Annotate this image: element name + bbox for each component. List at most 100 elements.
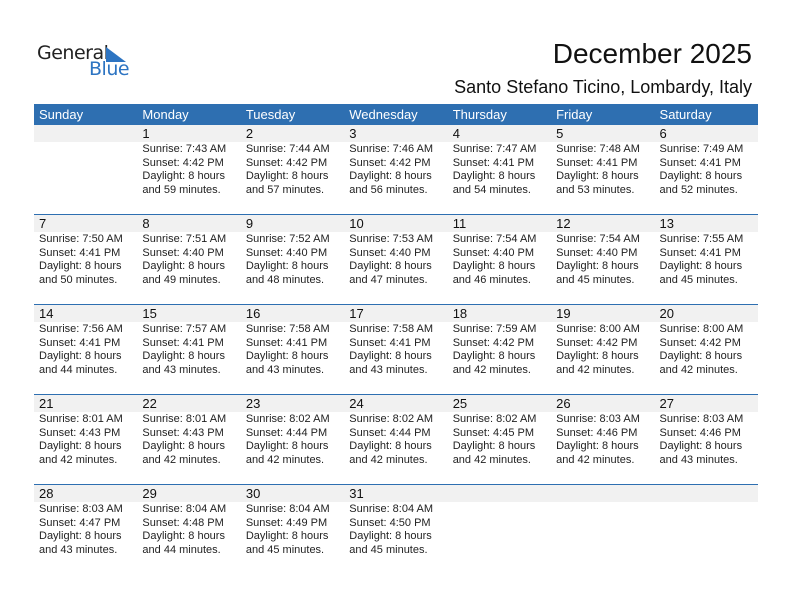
day-number: 1 [142,126,150,141]
weekday-header: Sunday Monday Tuesday Wednesday Thursday Frid… [34,104,758,125]
weekday-sunday: Sunday [39,107,84,122]
sunrise-text: Sunrise: 8:00 AM [659,323,744,335]
weekday-tuesday: Tuesday [245,107,296,122]
daylight1-text: Daylight: 8 hours [556,260,639,272]
sun-info: Sunrise: 7:58 AM Sunset: 4:41 PM Daylight:… [246,323,344,377]
daylight2-text: and 59 minutes. [142,183,221,196]
sun-info: Sunrise: 8:04 AM Sunset: 4:49 PM Daylight:… [246,503,344,557]
empty-day-cell [655,485,758,575]
sunrise-text: Sunrise: 7:51 AM [142,233,227,245]
day-cell: 24 Sunrise: 8:02 AM Sunset: 4:44 PM Dayligh… [344,395,447,485]
day-number: 11 [452,216,467,231]
daylight1-text: Daylight: 8 hours [245,170,329,182]
day-cell: 7 Sunrise: 7:50 AM Sunset: 4:41 PM Daylight… [34,215,137,305]
sunrise-text: Sunrise: 8:01 AM [39,413,123,425]
day-cell: 19 Sunrise: 8:00 AM Sunset: 4:42 PM Dayligh… [551,305,654,395]
sun-info: Sunrise: 7:50 AM Sunset: 4:41 PM Daylight:… [39,233,137,287]
sunrise-text: Sunrise: 7:56 AM [39,323,123,335]
sun-info: Sunrise: 7:57 AM Sunset: 4:41 PM Daylight:… [142,323,240,377]
day-number: 24 [349,396,364,411]
day-cell: 13 Sunrise: 7:55 AM Sunset: 4:41 PM Dayligh… [655,215,758,305]
day-cell: 11 Sunrise: 7:54 AM Sunset: 4:40 PM Dayligh… [448,215,551,305]
day-number: 9 [245,216,254,231]
daylight1-text: Daylight: 8 hours [245,440,329,452]
sunrise-text: Sunrise: 7:48 AM [556,143,640,155]
daylight2-text: and 44 minutes. [142,543,221,556]
daylight2-text: and 43 minutes. [142,363,221,376]
sunset-text: Sunset: 4:44 PM [349,426,431,439]
sunrise-text: Sunrise: 8:04 AM [142,503,227,515]
sunset-text: Sunset: 4:40 PM [349,246,431,259]
day-cell: 4 Sunrise: 7:47 AM Sunset: 4:41 PM Daylight… [448,125,551,215]
daylight1-text: Daylight: 8 hours [39,440,122,452]
sunrise-text: Sunrise: 7:54 AM [556,233,640,245]
sun-info: Sunrise: 8:02 AM Sunset: 4:44 PM Daylight:… [349,413,447,467]
day-number: 26 [556,396,571,411]
day-number: 27 [659,396,674,411]
sunrise-text: Sunrise: 8:03 AM [659,413,744,425]
day-cell: 12 Sunrise: 7:54 AM Sunset: 4:40 PM Dayligh… [551,215,654,305]
day-number: 20 [659,306,674,321]
daylight1-text: Daylight: 8 hours [452,170,536,182]
day-number: 19 [556,306,571,321]
week-row: 21 Sunrise: 8:01 AM Sunset: 4:43 PM Dayligh… [34,394,758,485]
day-cell: 18 Sunrise: 7:59 AM Sunset: 4:42 PM Dayligh… [448,305,551,395]
page-title: December 2025 [552,38,752,69]
sunrise-text: Sunrise: 7:58 AM [349,323,434,335]
sun-info: Sunrise: 7:48 AM Sunset: 4:41 PM Daylight:… [556,143,654,197]
sun-info: Sunrise: 8:04 AM Sunset: 4:50 PM Daylight:… [349,503,447,557]
sunset-text: Sunset: 4:48 PM [142,516,224,529]
daylight1-text: Daylight: 8 hours [659,170,743,182]
daylight2-text: and 56 minutes. [349,183,428,196]
sunrise-text: Sunrise: 7:54 AM [452,233,537,245]
daylight2-text: and 54 minutes. [452,183,531,196]
daylight1-text: Daylight: 8 hours [556,440,639,452]
sunset-text: Sunset: 4:43 PM [39,426,121,439]
daylight1-text: Daylight: 8 hours [349,350,432,362]
day-cell: 31 Sunrise: 8:04 AM Sunset: 4:50 PM Dayligh… [344,485,447,575]
daylight2-text: and 43 minutes. [39,543,118,556]
daylight2-text: and 45 minutes. [659,273,738,286]
sun-info: Sunrise: 7:52 AM Sunset: 4:40 PM Daylight:… [246,233,344,287]
daylight2-text: and 42 minutes. [39,453,118,466]
sun-info: Sunrise: 7:46 AM Sunset: 4:42 PM Daylight:… [349,143,447,197]
sunset-text: Sunset: 4:50 PM [349,516,431,529]
sun-info: Sunrise: 8:02 AM Sunset: 4:45 PM Daylight:… [453,413,551,467]
sunset-text: Sunset: 4:41 PM [39,336,121,349]
sun-info: Sunrise: 7:44 AM Sunset: 4:42 PM Daylight:… [246,143,344,197]
weekday-saturday: Saturday [659,107,712,122]
daylight1-text: Daylight: 8 hours [659,350,743,362]
sunset-text: Sunset: 4:41 PM [349,336,431,349]
sunset-text: Sunset: 4:42 PM [349,156,431,169]
sunrise-text: Sunrise: 7:43 AM [142,143,227,155]
day-cell: 22 Sunrise: 8:01 AM Sunset: 4:43 PM Dayligh… [137,395,240,485]
day-number: 18 [452,306,468,321]
daylight2-text: and 42 minutes. [349,453,428,466]
sunrise-text: Sunrise: 8:02 AM [245,413,330,425]
weekday-wednesday: Wednesday [349,107,418,122]
daylight2-text: and 45 minutes. [556,273,635,286]
sun-info: Sunrise: 8:03 AM Sunset: 4:46 PM Daylight:… [660,413,758,467]
daylight2-text: and 45 minutes. [245,543,325,556]
day-number-strip [34,125,758,142]
day-number-strip [34,215,758,232]
daylight1-text: Daylight: 8 hours [452,350,536,362]
empty-day-cell [448,485,551,575]
day-number: 3 [349,126,357,141]
day-number: 31 [349,486,364,501]
daylight1-text: Daylight: 8 hours [659,260,743,272]
daylight2-text: and 43 minutes. [245,363,325,376]
daylight1-text: Daylight: 8 hours [39,350,122,362]
daylight1-text: Daylight: 8 hours [39,530,122,542]
day-cell: 10 Sunrise: 7:53 AM Sunset: 4:40 PM Dayligh… [344,215,447,305]
day-cell: 3 Sunrise: 7:46 AM Sunset: 4:42 PM Daylight… [344,125,447,215]
sun-info: Sunrise: 8:00 AM Sunset: 4:42 PM Daylight:… [660,323,758,377]
day-number: 4 [452,126,460,141]
sunrise-text: Sunrise: 8:03 AM [556,413,640,425]
day-number: 28 [39,486,54,501]
day-cell: 23 Sunrise: 8:02 AM Sunset: 4:44 PM Dayligh… [241,395,344,485]
sun-info: Sunrise: 7:58 AM Sunset: 4:41 PM Daylight:… [349,323,447,377]
daylight1-text: Daylight: 8 hours [142,440,225,452]
sun-info: Sunrise: 7:59 AM Sunset: 4:42 PM Daylight:… [453,323,551,377]
